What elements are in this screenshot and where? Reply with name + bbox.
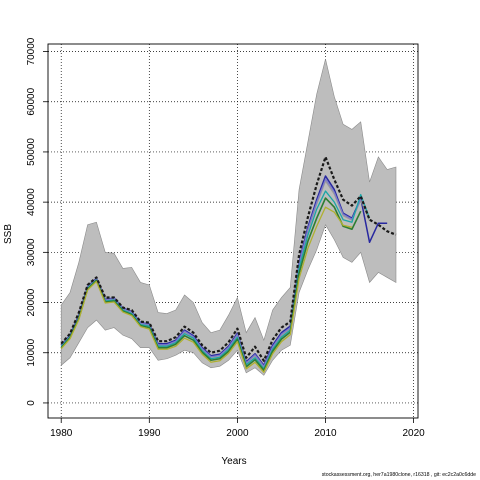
y-tick-label: 20000 <box>26 288 37 316</box>
series-line <box>60 197 362 372</box>
grid-lines <box>48 44 418 418</box>
y-axis-label: SSB <box>3 224 14 244</box>
x-axis-label: Years <box>221 456 246 467</box>
x-tick-label: 1990 <box>138 428 161 439</box>
x-tick-label: 2000 <box>226 428 249 439</box>
y-axis: 0 10000 20000 30000 40000 50000 60000 70000 <box>26 37 48 406</box>
series-line <box>60 206 353 373</box>
y-tick-label: 70000 <box>26 37 37 65</box>
footer-credit: stockassessment.org, her7a1980clone, r16… <box>321 472 476 478</box>
y-tick-label: 50000 <box>26 138 37 166</box>
y-tick-label: 40000 <box>26 188 37 216</box>
series-lines <box>60 155 397 373</box>
confidence-band <box>60 58 397 376</box>
series-line <box>60 190 371 370</box>
y-tick-label: 60000 <box>26 87 37 115</box>
series-line <box>60 155 397 362</box>
x-axis: 1980 1990 2000 2010 2020 <box>50 418 425 439</box>
x-tick-label: 2020 <box>402 428 425 439</box>
plot-frame <box>47 43 419 419</box>
y-tick-label: 10000 <box>26 338 37 366</box>
series-line <box>60 178 362 367</box>
x-tick-label: 1980 <box>50 428 73 439</box>
x-tick-label: 2010 <box>314 428 337 439</box>
y-tick-label: 0 <box>26 400 37 406</box>
y-tick-label: 30000 <box>26 238 37 266</box>
